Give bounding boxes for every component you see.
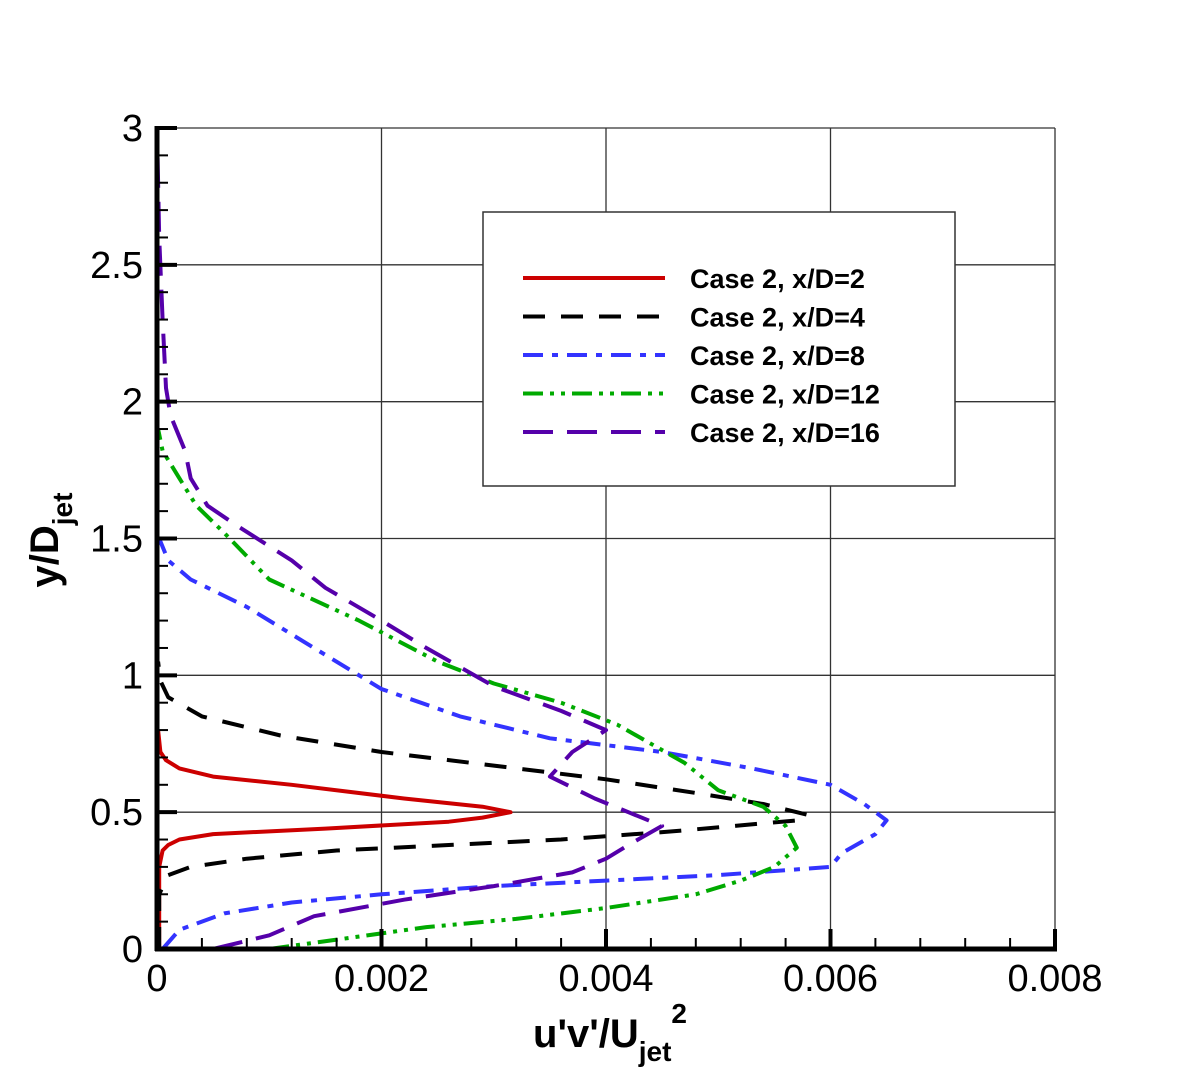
- legend-label-4: Case 2, x/D=16: [690, 418, 880, 448]
- legend: Case 2, x/D=2 Case 2, x/D=4 Case 2, x/D=8 C…: [482, 211, 956, 487]
- legend-label-2: Case 2, x/D=8: [690, 341, 865, 371]
- legend-label-0: Case 2, x/D=2: [690, 264, 865, 294]
- legend-label-3: Case 2, x/D=12: [690, 380, 880, 410]
- x-tick-label: 0.008: [1007, 958, 1102, 1000]
- series-line-0: [156, 729, 513, 949]
- x-tick-label: 0.004: [558, 958, 653, 1000]
- y-tick-label: 2.5: [90, 245, 143, 287]
- legend-box: [482, 211, 956, 487]
- x-axis-title: u'v'/Ujet2: [533, 998, 687, 1067]
- series-line-3: [156, 428, 799, 951]
- series-line-4: [155, 127, 665, 951]
- series-line-1: [156, 661, 810, 949]
- y-tick-label: 2: [122, 382, 143, 424]
- x-tick-label: 0: [146, 958, 167, 1000]
- axes: [154, 126, 1057, 952]
- y-tick-label: 1.5: [90, 519, 143, 561]
- y-tick-label: 0: [122, 929, 143, 971]
- tick-labels: 0 0.002 0.004 0.006 0.008 0 0.5 1 1.5 2 2.5 3: [90, 108, 1102, 1000]
- y-tick-label: 3: [122, 108, 143, 150]
- series-line-2: [157, 537, 889, 951]
- y-tick-label: 1: [122, 655, 143, 697]
- legend-label-1: Case 2, x/D=4: [690, 303, 865, 333]
- x-tick-label: 0.002: [334, 958, 429, 1000]
- data-series: [155, 127, 889, 951]
- y-axis-title: y/Djet: [23, 493, 78, 588]
- y-tick-label: 0.5: [90, 792, 143, 834]
- x-tick-label: 0.006: [783, 958, 878, 1000]
